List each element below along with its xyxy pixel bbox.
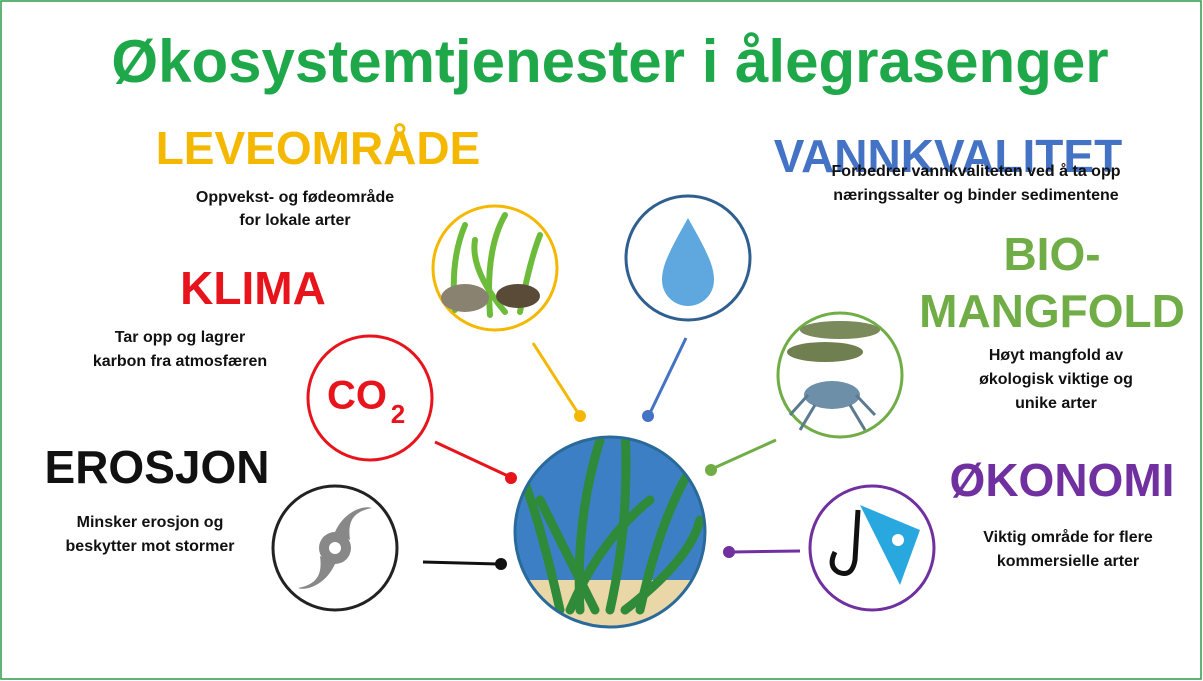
heading: ØKONOMI (950, 454, 1175, 506)
description: unike arter (1015, 395, 1097, 412)
co2-text: CO (327, 374, 387, 418)
description: økologisk viktige og (979, 371, 1133, 388)
heading: VANNKVALITET (774, 130, 1122, 182)
connectors (422, 337, 801, 570)
description: Forbedrer vannkvaliteten ved å ta opp (832, 162, 1121, 180)
water-icon (624, 194, 752, 322)
biodiversity-icon (776, 311, 904, 439)
climate-icon: CO 2 (306, 334, 434, 462)
heading: LEVEOMRÅDE (156, 122, 481, 174)
title: Økosystemtjenester i ålegrasenger (111, 28, 1108, 95)
description: beskytter mot stormer (66, 538, 235, 555)
description: for lokale arter (239, 212, 350, 229)
description: Viktig område for flere (983, 528, 1153, 546)
description: kommersielle arter (997, 553, 1139, 570)
description: Oppvekst- og fødeområde (196, 188, 394, 206)
description: Minsker erosjon og (77, 514, 224, 531)
description: karbon fra atmosfæren (93, 353, 267, 370)
storm-icon (271, 484, 399, 612)
heading: KLIMA (180, 262, 326, 314)
co2-subscript: 2 (391, 399, 405, 429)
habitat-icon (431, 204, 559, 332)
description: Høyt mangfold av (989, 347, 1123, 364)
description: næringssalter og binder sedimentene (833, 187, 1119, 204)
fishing-icon (808, 484, 936, 612)
heading: BIO- (1003, 228, 1100, 280)
description: Tar opp og lagrer (115, 329, 245, 346)
heading: EROSJON (45, 441, 270, 493)
heading: MANGFOLD (919, 285, 1185, 337)
